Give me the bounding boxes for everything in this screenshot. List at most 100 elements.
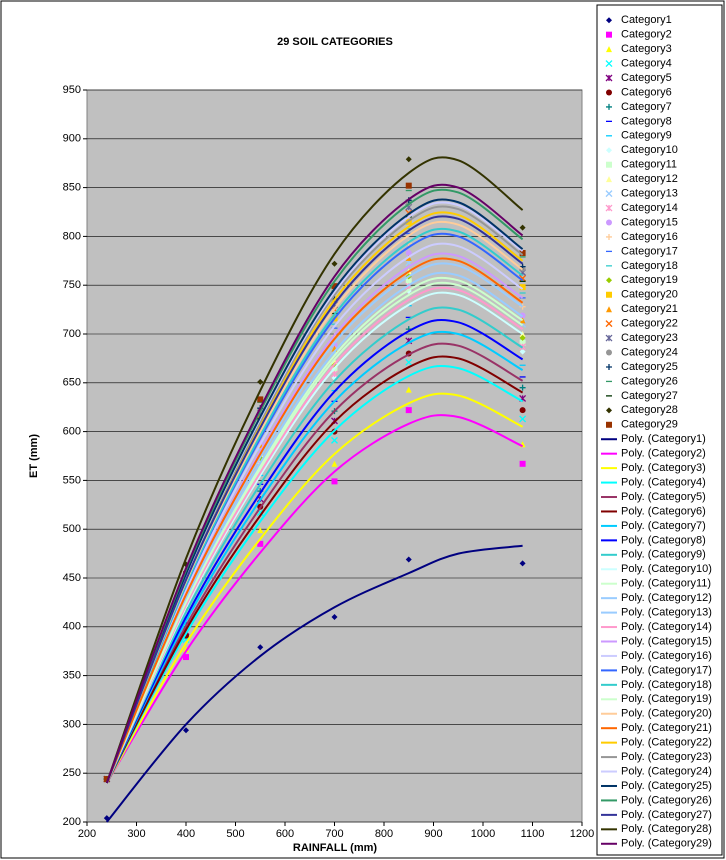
legend-label: Category14 <box>621 202 678 214</box>
legend-label: Category20 <box>621 289 678 301</box>
x-tick-label: 1100 <box>521 828 545 840</box>
legend-label: Category9 <box>621 130 672 142</box>
data-point <box>519 334 526 341</box>
x-axis-label: RAINFALL (mm) <box>293 842 377 854</box>
data-point <box>519 384 526 391</box>
legend-label: Poly. (Category19) <box>621 693 712 705</box>
y-tick-label: 250 <box>63 767 81 779</box>
data-point <box>331 614 338 621</box>
legend-marker <box>606 89 612 96</box>
legend-label: Category19 <box>621 274 678 286</box>
trendline <box>105 330 524 784</box>
legend-label: Poly. (Category5) <box>621 491 706 503</box>
legend-label: Poly. (Category29) <box>621 838 712 850</box>
legend-label: Category26 <box>621 375 678 387</box>
legend-label: Poly. (Category2) <box>621 448 706 460</box>
y-tick-label: 850 <box>63 182 81 194</box>
data-point <box>331 260 338 267</box>
legend-label: Category3 <box>621 43 672 55</box>
legend-label: Poly. (Category6) <box>621 505 706 517</box>
y-tick-label: 800 <box>63 230 81 242</box>
data-point <box>519 407 526 414</box>
legend-label: Poly. (Category9) <box>621 549 706 561</box>
legend-label: Poly. (Category22) <box>621 737 712 749</box>
legend-label: Poly. (Category1) <box>621 433 706 445</box>
legend-marker <box>606 407 612 414</box>
x-tick-label: 900 <box>424 828 442 840</box>
legend-label: Category29 <box>621 419 678 431</box>
y-tick-label: 950 <box>63 84 81 96</box>
legend-label: Category15 <box>621 216 678 228</box>
data-point <box>519 460 526 467</box>
legend-marker <box>606 46 612 53</box>
legend-label: Poly. (Category28) <box>621 823 712 835</box>
y-tick-label: 900 <box>63 133 81 145</box>
legend-label: Poly. (Category12) <box>621 592 712 604</box>
data-point <box>183 727 189 734</box>
legend-label: Category10 <box>621 144 678 156</box>
legend-label: Category5 <box>621 72 672 84</box>
legend-marker <box>605 320 613 328</box>
legend-label: Poly. (Category18) <box>621 679 712 691</box>
x-tick-label: 400 <box>177 828 195 840</box>
plot-area <box>86 89 583 823</box>
legend-label: Category22 <box>621 318 678 330</box>
legend-marker <box>606 161 612 168</box>
data-point <box>257 527 264 534</box>
data-point <box>519 348 526 355</box>
data-point <box>519 274 527 282</box>
data-point <box>519 415 527 423</box>
trendline <box>105 242 524 784</box>
legend-marker <box>605 190 613 198</box>
trendline <box>105 355 524 784</box>
legend-label: Poly. (Category23) <box>621 751 712 763</box>
y-tick-label: 650 <box>63 377 81 389</box>
legend-label: Category7 <box>621 101 672 113</box>
chart-title: 29 SOIL CATEGORIES <box>277 36 393 48</box>
trendline <box>105 257 524 784</box>
legend-box <box>596 4 723 856</box>
legend-marker <box>605 60 613 68</box>
data-point <box>519 224 526 231</box>
legend-label: Category16 <box>621 231 678 243</box>
legend-marker <box>606 349 612 356</box>
trendline <box>105 198 524 784</box>
trendline <box>106 544 523 823</box>
legend-label: Category13 <box>621 188 678 200</box>
y-tick-label: 200 <box>63 816 81 828</box>
trendline <box>105 342 524 784</box>
legend-label: Category8 <box>621 115 672 127</box>
data-point <box>405 358 413 366</box>
trendline <box>105 215 524 784</box>
trendline <box>105 365 524 784</box>
legend-label: Category23 <box>621 332 678 344</box>
data-point <box>183 654 189 661</box>
data-point <box>331 460 338 467</box>
legend-label: Poly. (Category10) <box>621 563 712 575</box>
legend-label: Category17 <box>621 245 678 257</box>
legend-label: Category21 <box>621 303 678 315</box>
legend-label: Category4 <box>621 57 672 69</box>
data-point <box>331 478 338 485</box>
y-tick-label: 350 <box>63 670 81 682</box>
y-tick-label: 400 <box>63 621 81 633</box>
legend-label: Poly. (Category25) <box>621 780 712 792</box>
legend-marker <box>606 277 612 284</box>
legend-label: Category2 <box>621 29 672 41</box>
legend-marker <box>605 204 613 212</box>
legend-marker <box>606 103 612 110</box>
y-tick-label: 300 <box>63 718 81 730</box>
legend-label: Poly. (Category14) <box>621 621 712 633</box>
legend-label: Poly. (Category3) <box>621 462 706 474</box>
legend-label: Poly. (Category17) <box>621 664 712 676</box>
legend-label: Category24 <box>621 346 678 358</box>
data-point <box>405 386 412 393</box>
y-axis-label: ET (mm) <box>28 434 40 478</box>
legend-label: Poly. (Category16) <box>621 650 712 662</box>
legend-label: Poly. (Category11) <box>621 578 711 590</box>
data-point <box>257 378 264 385</box>
trendline <box>105 306 524 784</box>
legend-marker <box>606 363 612 370</box>
y-tick-label: 500 <box>63 523 81 535</box>
legend-label: Category28 <box>621 404 678 416</box>
